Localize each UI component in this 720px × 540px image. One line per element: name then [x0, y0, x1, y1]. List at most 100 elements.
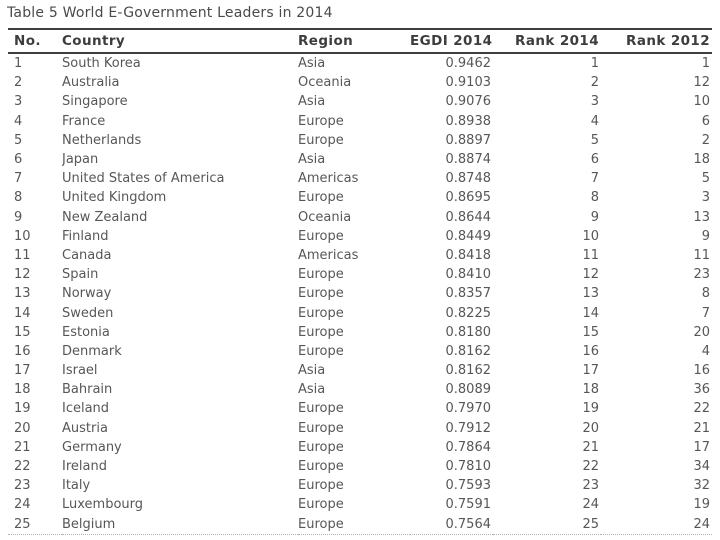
cell-region: Americas — [298, 171, 359, 187]
cell-country: South Korea — [62, 56, 141, 72]
cell-rank-2012: 9 — [701, 228, 710, 244]
cell-no: 13 — [14, 286, 31, 302]
cell-rank-2012: 7 — [701, 305, 710, 321]
cell-no: 24 — [14, 497, 31, 513]
cell-rank-2014: 6 — [590, 152, 599, 168]
cell-country: Finland — [62, 228, 109, 244]
cell-egdi-2014: 0.8874 — [445, 152, 492, 168]
cell-rank-2014: 18 — [582, 382, 599, 398]
cell-egdi-2014: 0.8357 — [445, 286, 492, 302]
cell-egdi-2014: 0.8418 — [445, 247, 492, 263]
cell-country: United Kingdom — [62, 190, 167, 206]
cell-rank-2012: 6 — [701, 113, 710, 129]
cell-rank-2012: 12 — [693, 75, 710, 91]
cell-region: Europe — [298, 324, 344, 340]
cell-rank-2012: 24 — [693, 516, 710, 532]
cell-no: 1 — [14, 56, 23, 72]
cell-rank-2012: 3 — [701, 190, 710, 206]
cell-rank-2014: 14 — [582, 305, 599, 321]
table-row: 22 Ireland Europe 0.7810 22 34 — [8, 457, 712, 476]
cell-rank-2014: 4 — [590, 113, 599, 129]
cell-rank-2014: 2 — [590, 75, 599, 91]
cell-rank-2012: 32 — [693, 478, 710, 494]
cell-rank-2014: 7 — [590, 171, 599, 187]
cell-egdi-2014: 0.9103 — [445, 75, 492, 91]
cell-rank-2014: 20 — [582, 420, 599, 436]
table-row: 20 Austria Europe 0.7912 20 21 — [8, 419, 712, 438]
cell-no: 3 — [14, 94, 23, 110]
table-row: 16 Denmark Europe 0.8162 16 4 — [8, 342, 712, 361]
cell-no: 14 — [14, 305, 31, 321]
column-header-egdi-2014: EGDI 2014 — [410, 28, 493, 54]
cell-egdi-2014: 0.8180 — [445, 324, 492, 340]
table-row: 9 New Zealand Oceania 0.8644 9 13 — [8, 208, 712, 227]
cell-country: Belgium — [62, 516, 116, 532]
cell-country: Israel — [62, 363, 98, 379]
column-header-region: Region — [298, 28, 410, 54]
cell-egdi-2014: 0.9076 — [445, 94, 492, 110]
cell-egdi-2014: 0.8938 — [445, 113, 492, 129]
cell-no: 8 — [14, 190, 23, 206]
cell-egdi-2014: 0.8162 — [445, 343, 492, 359]
cell-rank-2014: 17 — [582, 363, 599, 379]
cell-egdi-2014: 0.8644 — [445, 209, 492, 225]
page-title: Table 5 World E-Government Leaders in 20… — [7, 5, 333, 21]
cell-no: 18 — [14, 382, 31, 398]
table-row: 19 Iceland Europe 0.7970 19 22 — [8, 399, 712, 418]
cell-no: 11 — [14, 247, 31, 263]
table-row: 14 Sweden Europe 0.8225 14 7 — [8, 303, 712, 322]
cell-rank-2014: 21 — [582, 439, 599, 455]
cell-region: Asia — [298, 56, 326, 72]
cell-country: Germany — [62, 439, 122, 455]
cell-rank-2012: 11 — [693, 247, 710, 263]
cell-rank-2014: 24 — [582, 497, 599, 513]
cell-no: 7 — [14, 171, 23, 187]
table-header: No. Country Region EGDI 2014 Rank 2014 Rank 2… — [8, 28, 712, 54]
cell-region: Europe — [298, 497, 344, 513]
cell-region: Asia — [298, 152, 326, 168]
cell-rank-2014: 5 — [590, 132, 599, 148]
cell-region: Europe — [298, 113, 344, 129]
cell-country: Spain — [62, 267, 99, 283]
cell-country: Ireland — [62, 459, 107, 475]
cell-country: Italy — [62, 478, 91, 494]
cell-rank-2014: 10 — [582, 228, 599, 244]
cell-egdi-2014: 0.8449 — [445, 228, 492, 244]
cell-egdi-2014: 0.7810 — [445, 459, 492, 475]
cell-region: Europe — [298, 267, 344, 283]
cell-egdi-2014: 0.7591 — [445, 497, 492, 513]
table-row: 15 Estonia Europe 0.8180 15 20 — [8, 323, 712, 342]
cell-no: 20 — [14, 420, 31, 436]
cell-country: New Zealand — [62, 209, 148, 225]
cell-rank-2012: 34 — [693, 459, 710, 475]
table-row: 2 Australia Oceania 0.9103 2 12 — [8, 73, 712, 92]
cell-country: Norway — [62, 286, 112, 302]
cell-rank-2014: 15 — [582, 324, 599, 340]
cell-egdi-2014: 0.8410 — [445, 267, 492, 283]
cell-no: 22 — [14, 459, 31, 475]
table-row: 25 Belgium Europe 0.7564 25 24 — [8, 515, 712, 535]
cell-rank-2014: 12 — [582, 267, 599, 283]
cell-no: 25 — [14, 516, 31, 532]
table-header-row: No. Country Region EGDI 2014 Rank 2014 Rank 2… — [8, 28, 712, 54]
cell-country: Denmark — [62, 343, 122, 359]
table-row: 4 France Europe 0.8938 4 6 — [8, 112, 712, 131]
cell-rank-2012: 4 — [701, 343, 710, 359]
cell-rank-2014: 8 — [590, 190, 599, 206]
cell-rank-2014: 9 — [590, 209, 599, 225]
egov-leaders-table: No. Country Region EGDI 2014 Rank 2014 Rank 2… — [8, 28, 712, 535]
cell-no: 16 — [14, 343, 31, 359]
cell-country: Iceland — [62, 401, 110, 417]
cell-country: Singapore — [62, 94, 128, 110]
cell-country: Canada — [62, 247, 112, 263]
table-row: 7 United States of America Americas 0.8748 7… — [8, 169, 712, 188]
cell-country: France — [62, 113, 106, 129]
table-row: 3 Singapore Asia 0.9076 3 10 — [8, 92, 712, 111]
column-header-country: Country — [62, 28, 298, 54]
table-row: 5 Netherlands Europe 0.8897 5 2 — [8, 131, 712, 150]
cell-rank-2014: 3 — [590, 94, 599, 110]
table-row: 8 United Kingdom Europe 0.8695 8 3 — [8, 188, 712, 207]
cell-region: Europe — [298, 190, 344, 206]
cell-egdi-2014: 0.8695 — [445, 190, 492, 206]
cell-egdi-2014: 0.8897 — [445, 132, 492, 148]
